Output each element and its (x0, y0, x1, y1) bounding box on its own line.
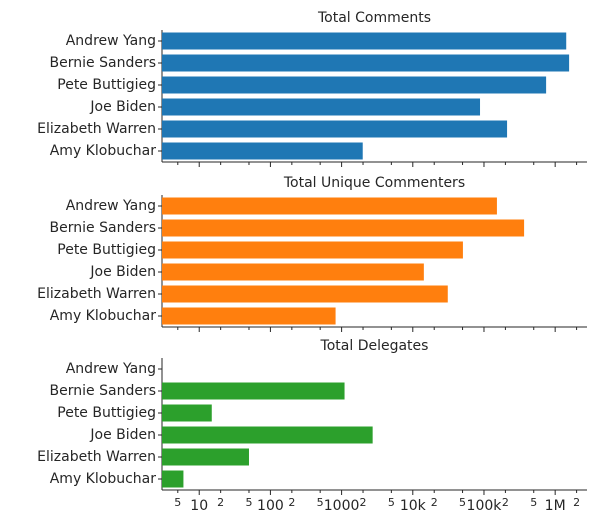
bar (162, 426, 373, 444)
x-tick-label: 2 (431, 496, 438, 509)
panel-title: Total Comments (317, 10, 431, 26)
x-tick-label: 5 (459, 496, 466, 509)
x-tick-label: 1000 (324, 498, 360, 513)
x-tick-label: 2 (502, 496, 509, 509)
x-tick-label: 5 (388, 496, 395, 509)
y-tick-label: Joe Biden (89, 264, 156, 280)
bar (162, 470, 184, 488)
bar (162, 98, 481, 116)
y-tick-label: Andrew Yang (66, 198, 156, 214)
x-tick-label: 5 (174, 496, 181, 509)
x-tick-label: 10k (400, 498, 427, 513)
bar (162, 263, 424, 281)
x-tick-label: 2 (573, 496, 580, 509)
bar (162, 142, 363, 160)
x-tick-label: 2 (217, 496, 224, 509)
bar (162, 307, 336, 325)
y-tick-label: Joe Biden (89, 99, 156, 115)
y-tick-label: Elizabeth Warren (37, 286, 156, 302)
bar (162, 241, 463, 259)
y-tick-label: Bernie Sanders (50, 383, 156, 399)
y-tick-label: Amy Klobuchar (50, 143, 156, 159)
bar (162, 404, 212, 422)
y-tick-label: Joe Biden (89, 427, 156, 443)
panel-title: Total Unique Commenters (283, 175, 465, 191)
bar (162, 219, 525, 237)
bar (162, 197, 497, 215)
bar (162, 76, 547, 94)
y-tick-label: Andrew Yang (66, 33, 156, 49)
x-tick-label: 5 (530, 496, 537, 509)
y-tick-label: Elizabeth Warren (37, 449, 156, 465)
y-tick-label: Elizabeth Warren (37, 121, 156, 137)
bar (162, 32, 567, 50)
bar (162, 448, 249, 466)
bar (162, 120, 508, 138)
y-tick-label: Pete Buttigieg (57, 405, 156, 421)
bar (162, 285, 448, 303)
y-tick-label: Bernie Sanders (50, 55, 156, 71)
y-tick-label: Pete Buttigieg (57, 242, 156, 258)
x-tick-label: 10 (190, 498, 208, 513)
x-tick-label: 2 (288, 496, 295, 509)
bar (162, 382, 345, 400)
x-tick-label: 100k (467, 498, 503, 513)
x-tick-label: 5 (245, 496, 252, 509)
y-tick-label: Bernie Sanders (50, 220, 156, 236)
x-tick-label: 2 (360, 496, 367, 509)
panel-title: Total Delegates (320, 338, 429, 354)
y-tick-label: Amy Klobuchar (50, 308, 156, 324)
y-tick-label: Pete Buttigieg (57, 77, 156, 93)
x-tick-label: 5 (317, 496, 324, 509)
x-tick-label: 1M (545, 498, 566, 513)
x-tick-label: 100 (257, 498, 284, 513)
bar (162, 54, 570, 72)
y-tick-label: Andrew Yang (66, 361, 156, 377)
y-tick-label: Amy Klobuchar (50, 471, 156, 487)
